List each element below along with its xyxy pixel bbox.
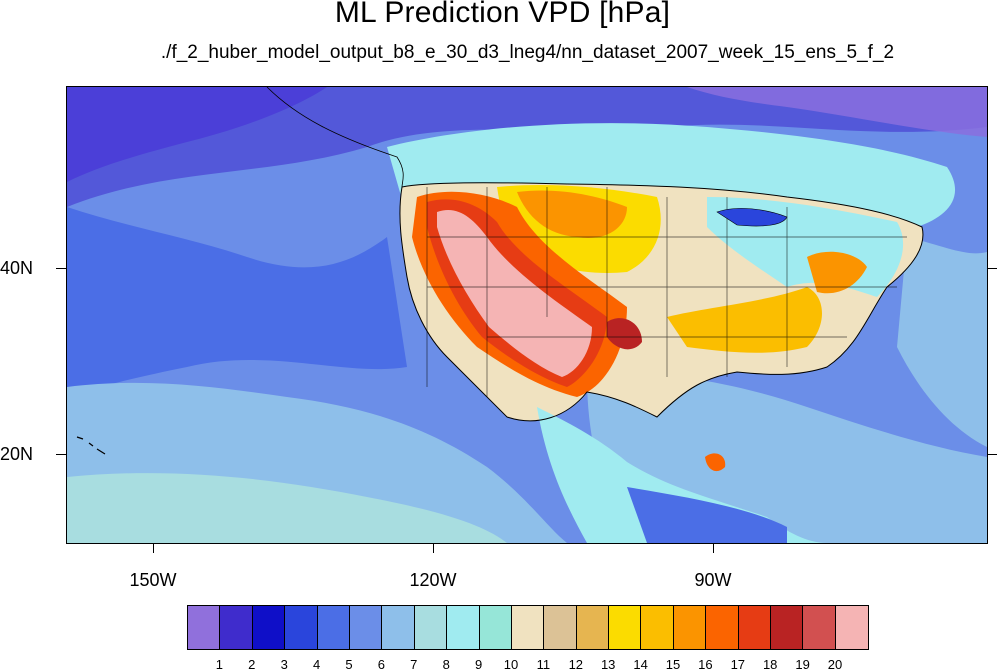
colorbar-label: 10 xyxy=(503,657,519,672)
colorbar xyxy=(187,605,870,650)
colorbar-swatch xyxy=(609,606,642,649)
texas-darkred xyxy=(607,318,642,350)
hawaii-islands xyxy=(76,436,106,455)
colorbar-label: 4 xyxy=(312,657,321,672)
lat-tick-20n-right xyxy=(987,454,997,455)
yucatan-red xyxy=(705,453,726,472)
colorbar-label: 16 xyxy=(698,657,713,672)
great-lakes xyxy=(716,208,788,227)
lon-label-150w: 150W xyxy=(129,570,177,590)
ocean-band-north xyxy=(67,87,987,207)
ocean-band-cyan-south xyxy=(67,473,507,543)
lat-tick-20n-left xyxy=(56,454,66,455)
colorbar-swatch xyxy=(382,606,415,649)
lon-tick-90w xyxy=(713,543,714,553)
state-boundaries xyxy=(426,187,907,397)
colorbar-swatch xyxy=(835,606,869,649)
colorbar-label: 5 xyxy=(345,657,353,672)
colorbar-swatch xyxy=(706,606,739,649)
colorbar-swatch xyxy=(771,606,804,649)
colorbar-label: 17 xyxy=(730,657,746,672)
colorbar-label: 3 xyxy=(280,657,288,672)
colorbar-label: 2 xyxy=(248,657,256,672)
colorbar-swatch xyxy=(220,606,253,649)
colorbar-swatch xyxy=(511,606,545,649)
mexico-coast-cyan xyxy=(537,407,827,543)
canada-coastline xyxy=(266,87,404,188)
us-southwest-pink xyxy=(437,209,592,377)
lon-label-90w: 90W xyxy=(694,570,732,590)
colorbar-label: 11 xyxy=(536,657,551,672)
colorbar-label: 7 xyxy=(410,657,418,672)
colorbar-swatch xyxy=(738,606,772,649)
atlantic-band xyxy=(897,237,987,447)
colorbar-label: 20 xyxy=(827,657,843,672)
chart-title: ML Prediction VPD [hPa] xyxy=(334,0,671,29)
colorbar-label: 18 xyxy=(762,657,778,672)
colorbar-label: 6 xyxy=(377,657,385,672)
lon-label-120w: 120W xyxy=(409,570,457,590)
lat-tick-40n-left xyxy=(56,268,66,269)
colorbar-swatch xyxy=(317,606,350,649)
colorbar-label: 8 xyxy=(442,657,450,672)
colorbar-label: 9 xyxy=(474,657,483,672)
ocean-band-purple xyxy=(67,87,327,182)
colorbar-swatch xyxy=(349,606,383,649)
hudson-band xyxy=(687,87,987,137)
colorbar-swatch xyxy=(479,606,512,649)
colorbar-label: 19 xyxy=(795,657,810,672)
colorbar-label: 12 xyxy=(568,657,584,672)
map-plot-area xyxy=(66,86,988,544)
chart-subtitle: ./f_2_huber_model_output_b8_e_30_d3_lneg… xyxy=(160,42,895,63)
central-america-blue xyxy=(627,487,787,543)
colorbar-label: 14 xyxy=(633,657,648,672)
colorbar-swatch xyxy=(544,606,577,649)
colorbar-swatch xyxy=(673,606,707,649)
colorbar-swatch xyxy=(188,606,221,649)
lat-label-20n: 20N xyxy=(0,444,34,464)
lat-tick-40n-right xyxy=(987,268,997,269)
us-coastline xyxy=(399,182,924,422)
colorbar-label: 15 xyxy=(665,657,681,672)
colorbar-label: 1 xyxy=(215,657,223,672)
us-plains-orange xyxy=(517,190,627,238)
colorbar-swatch xyxy=(285,606,318,649)
colorbar-swatch xyxy=(803,606,836,649)
us-midatlantic-orange xyxy=(807,251,867,294)
lon-tick-150w xyxy=(153,543,154,553)
ocean-band-blue xyxy=(67,207,407,397)
lat-label-40n: 40N xyxy=(0,258,34,278)
colorbar-swatch xyxy=(414,606,448,649)
lon-tick-120w xyxy=(433,543,434,553)
colorbar-swatch xyxy=(252,606,286,649)
colorbar-swatch xyxy=(641,606,674,649)
colorbar-swatch xyxy=(447,606,480,649)
vpd-map-svg xyxy=(67,87,987,543)
us-southeast-orange xyxy=(667,287,822,353)
colorbar-label: 13 xyxy=(600,657,616,672)
colorbar-swatch xyxy=(576,606,610,649)
